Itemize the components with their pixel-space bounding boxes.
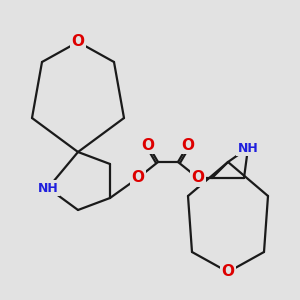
Text: O: O: [182, 137, 194, 152]
Text: O: O: [142, 137, 154, 152]
Text: O: O: [221, 265, 235, 280]
Text: O: O: [191, 170, 205, 185]
Text: O: O: [131, 170, 145, 185]
Text: O: O: [71, 34, 85, 50]
Text: NH: NH: [38, 182, 58, 194]
Text: NH: NH: [238, 142, 258, 154]
